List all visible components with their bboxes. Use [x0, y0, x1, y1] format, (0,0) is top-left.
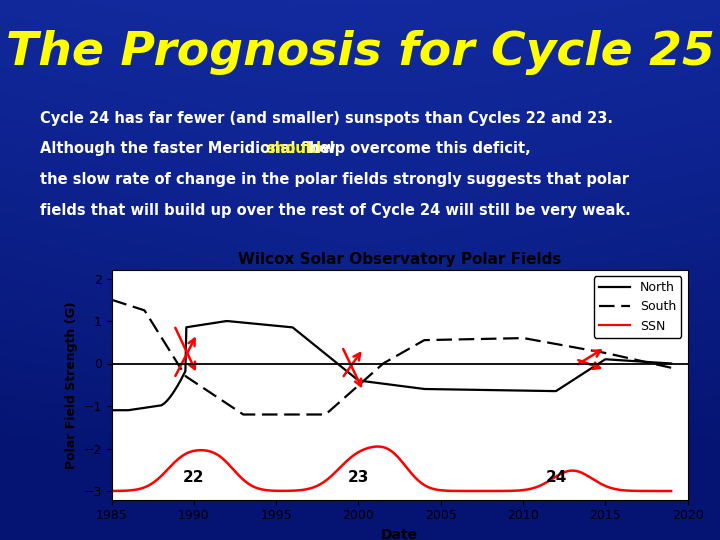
Text: 22: 22 [183, 470, 204, 484]
Text: should: should [266, 141, 322, 157]
Text: 23: 23 [348, 470, 369, 484]
Text: Although the faster Meridional flow: Although the faster Meridional flow [40, 141, 341, 157]
Text: 24: 24 [545, 470, 567, 484]
Title: Wilcox Solar Observatory Polar Fields: Wilcox Solar Observatory Polar Fields [238, 252, 562, 267]
Text: fields that will build up over the rest of Cycle 24 will still be very weak.: fields that will build up over the rest … [40, 203, 630, 218]
Legend: North, South, SSN: North, South, SSN [594, 276, 681, 338]
Y-axis label: Polar Field Strength (G): Polar Field Strength (G) [65, 301, 78, 469]
Text: the slow rate of change in the polar fields strongly suggests that polar: the slow rate of change in the polar fie… [40, 172, 629, 187]
Text: Cycle 24 has far fewer (and smaller) sunspots than Cycles 22 and 23.: Cycle 24 has far fewer (and smaller) sun… [40, 111, 613, 126]
X-axis label: Date: Date [381, 528, 418, 540]
Text: help overcome this deficit,: help overcome this deficit, [304, 141, 531, 157]
Text: The Prognosis for Cycle 25: The Prognosis for Cycle 25 [6, 30, 714, 75]
